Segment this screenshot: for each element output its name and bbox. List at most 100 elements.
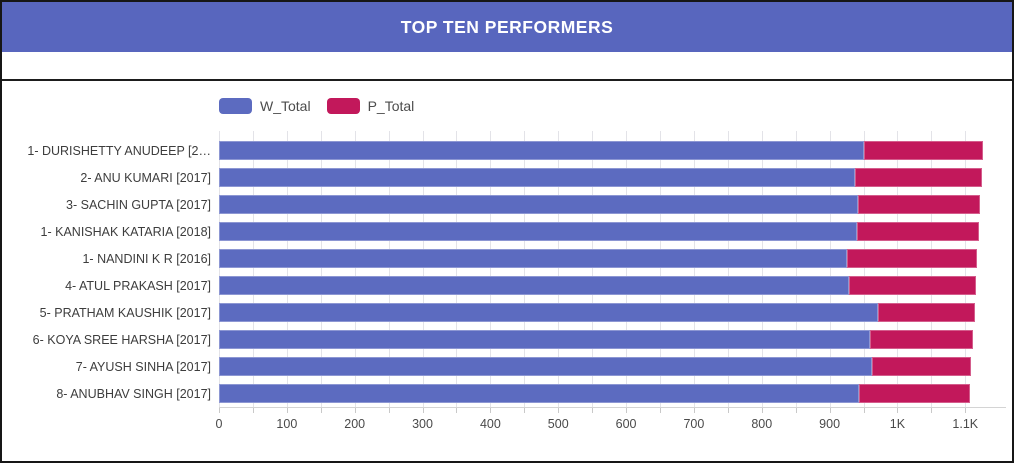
bar-segment-p_total[interactable]	[847, 249, 978, 268]
axis-tick	[761, 408, 763, 413]
bar-segment-w_total[interactable]	[219, 222, 857, 241]
bar-track	[219, 384, 1006, 403]
bar-row: 5- PRATHAM KAUSHIK [2017]	[2, 299, 1012, 326]
bar-segment-p_total[interactable]	[858, 384, 971, 403]
title-bar: TOP TEN PERFORMERS	[2, 2, 1012, 52]
page-title: TOP TEN PERFORMERS	[400, 16, 614, 37]
axis-tick	[558, 408, 560, 413]
legend-label: P_Total	[367, 97, 415, 114]
y-axis-label: 5- PRATHAM KAUSHIK [2017]	[39, 305, 211, 320]
axis-tick	[422, 408, 424, 413]
legend-item-w_total[interactable]: W_Total	[219, 97, 311, 114]
bar-segment-p_total[interactable]	[848, 276, 977, 295]
x-tick-label: 600	[615, 417, 637, 431]
bar-segment-p_total[interactable]	[858, 195, 981, 214]
axis-tick	[931, 408, 933, 413]
axis-tick	[490, 408, 492, 413]
bar-segment-w_total[interactable]	[219, 168, 855, 187]
axis-tick	[388, 408, 390, 413]
bar-track	[219, 357, 1006, 376]
y-axis-label: 3- SACHIN GUPTA [2017]	[66, 197, 211, 212]
bar-segment-p_total[interactable]	[871, 357, 972, 376]
x-tick-label: 800	[751, 417, 773, 431]
legend-swatch-p_total	[326, 97, 360, 114]
bar-row: 1- DURISHETTY ANUDEEP [2…	[2, 137, 1012, 164]
axis-tick	[863, 408, 865, 413]
x-tick-label: 500	[547, 417, 569, 431]
axis-tick	[252, 408, 254, 413]
axis-tick	[320, 408, 322, 413]
bar-track	[219, 303, 1006, 322]
bar-track	[219, 168, 1006, 187]
bar-segment-p_total[interactable]	[856, 222, 979, 241]
plot-body: 1- DURISHETTY ANUDEEP [2… 2- ANU KUMARI […	[2, 131, 1012, 407]
y-axis-label: 1- KANISHAK KATARIA [2018]	[40, 224, 211, 239]
section-divider	[2, 79, 1012, 81]
bar-track	[219, 141, 1006, 160]
axis-tick	[965, 408, 967, 413]
axis-tick	[219, 408, 220, 413]
axis-tick	[795, 408, 797, 413]
bar-track	[219, 276, 1006, 295]
bar-row: 7- AYUSH SINHA [2017]	[2, 353, 1012, 380]
bar-segment-w_total[interactable]	[219, 195, 859, 214]
axis-tick	[727, 408, 729, 413]
axis-tick	[354, 408, 356, 413]
bar-segment-w_total[interactable]	[219, 384, 859, 403]
chart-card: W_Total P_Total 1- DURISHETTY ANUDEEP [2……	[2, 97, 1012, 442]
x-tick-label: 700	[683, 417, 705, 431]
bar-track	[219, 330, 1006, 349]
bar-segment-w_total[interactable]	[219, 276, 849, 295]
y-axis-label: 4- ATUL PRAKASH [2017]	[65, 278, 211, 293]
axis-tick	[524, 408, 526, 413]
x-tick-label: 1K	[889, 417, 906, 431]
x-tick-label: 400	[479, 417, 501, 431]
bar-segment-w_total[interactable]	[219, 303, 879, 322]
bar-segment-w_total[interactable]	[219, 330, 870, 349]
axis-tick	[829, 408, 831, 413]
x-tick-label: 0	[215, 417, 223, 431]
legend: W_Total P_Total	[219, 97, 1012, 114]
y-axis-label: 6- KOYA SREE HARSHA [2017]	[32, 332, 211, 347]
legend-label: W_Total	[260, 97, 311, 114]
x-tick-label: 900	[819, 417, 841, 431]
bar-segment-w_total[interactable]	[219, 141, 864, 160]
bar-segment-w_total[interactable]	[219, 249, 848, 268]
y-axis-label: 2- ANU KUMARI [2017]	[80, 170, 211, 185]
bar-track	[219, 249, 1006, 268]
y-axis-label: 1- DURISHETTY ANUDEEP [2…	[27, 143, 211, 158]
bar-row: 1- KANISHAK KATARIA [2018]	[2, 218, 1012, 245]
bar-segment-p_total[interactable]	[869, 330, 973, 349]
axis-tick	[897, 408, 899, 413]
bar-track	[219, 195, 1006, 214]
legend-item-p_total[interactable]: P_Total	[326, 97, 415, 114]
y-axis-label: 8- ANUBHAV SINGH [2017]	[56, 386, 211, 401]
bar-segment-p_total[interactable]	[878, 303, 975, 322]
bar-row: 2- ANU KUMARI [2017]	[2, 164, 1012, 191]
x-tick-label: 200	[344, 417, 366, 431]
bar-segment-w_total[interactable]	[219, 357, 872, 376]
x-axis: 0 100 200 300 400 500 600 700 800 900 1K 1.1K	[215, 407, 1006, 442]
x-tick-label: 1.1K	[952, 417, 979, 431]
bar-segment-p_total[interactable]	[863, 141, 983, 160]
bar-row: 6- KOYA SREE HARSHA [2017]	[2, 326, 1012, 353]
plot: 1- DURISHETTY ANUDEEP [2… 2- ANU KUMARI […	[2, 131, 1012, 442]
axis-tick	[456, 408, 458, 413]
axis-tick	[286, 408, 288, 413]
axis-tick	[626, 408, 628, 413]
bar-row: 3- SACHIN GUPTA [2017]	[2, 191, 1012, 218]
header-gap	[2, 52, 1012, 79]
bar-segment-p_total[interactable]	[854, 168, 982, 187]
bar-row: 1- NANDINI K R [2016]	[2, 245, 1012, 272]
x-tick-label: 300	[412, 417, 433, 431]
bar-rows: 1- DURISHETTY ANUDEEP [2… 2- ANU KUMARI […	[2, 137, 1012, 407]
axis-tick	[592, 408, 594, 413]
bar-track	[219, 222, 1006, 241]
axis-tick	[693, 408, 695, 413]
axis-tick	[659, 408, 661, 413]
x-tick-label: 100	[276, 417, 298, 431]
y-axis-label: 1- NANDINI K R [2016]	[82, 251, 211, 266]
y-axis-label: 7- AYUSH SINHA [2017]	[75, 359, 211, 374]
legend-swatch-w_total	[219, 97, 252, 114]
